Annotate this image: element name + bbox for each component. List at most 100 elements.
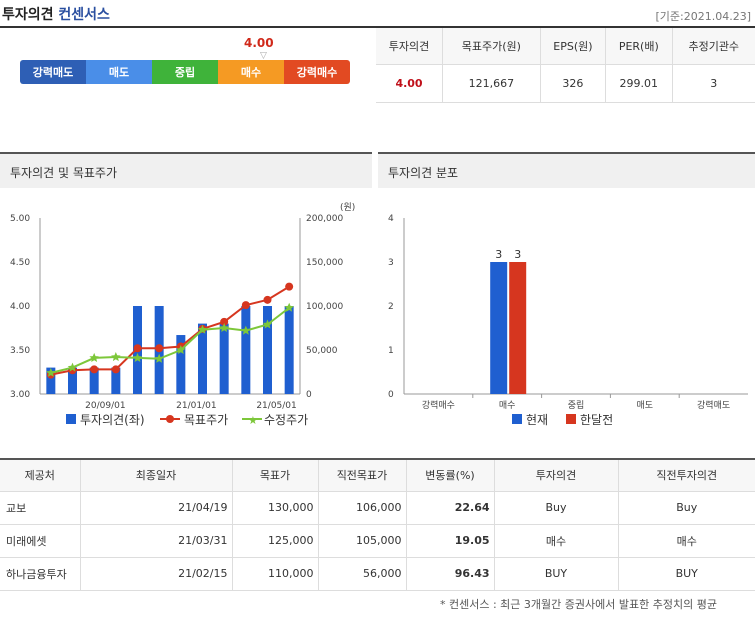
prev-target-price: 105,000 <box>318 524 407 558</box>
y-left-tick-label: 4.00 <box>10 302 30 312</box>
prev-month-bar <box>509 262 527 394</box>
opinion-scale: 4.00 ▽ 강력매도 매도 중립 매수 강력매수 <box>20 36 350 86</box>
summary-header: EPS(원) <box>540 28 607 65</box>
col-header: 목표가 <box>232 459 319 492</box>
opinion-bar <box>89 367 99 394</box>
legend-swatch-opinion <box>66 414 76 424</box>
adjusted-price-point <box>111 352 121 362</box>
change-rate: 22.64 <box>406 491 495 525</box>
target-price-point <box>133 344 142 353</box>
target-price: 125,000 <box>232 524 319 558</box>
scale-buy: 매수 <box>218 60 284 84</box>
target-price-point <box>90 365 99 374</box>
data-label: 3 <box>495 248 502 261</box>
y-right-tick-label: 100,000 <box>306 302 343 312</box>
opinion-target-chart: 5.00 4.50 4.00 3.50 3.00 (원)200,000 150,000 100… <box>10 202 355 427</box>
y-left-tick-label: 5.00 <box>10 214 30 224</box>
panel-title: 투자의견 분포 <box>388 166 459 180</box>
x-tick-label: 매도 <box>637 400 654 411</box>
opinion-bar <box>68 367 77 394</box>
opinion: Buy <box>494 491 619 525</box>
provider-name: 미래에셋 <box>0 524 81 558</box>
prev-target-price: 56,000 <box>318 557 407 591</box>
panel-title: 투자의견 및 목표주가 <box>10 166 117 180</box>
col-header: 직전투자의견 <box>618 459 755 492</box>
y-tick-label: 0 <box>388 390 394 400</box>
target-price-point <box>155 344 164 353</box>
provider-name: 하나금융투자 <box>0 557 81 591</box>
last-date: 21/02/15 <box>80 557 233 591</box>
target-price: 110,000 <box>232 557 319 591</box>
adjusted-price-point <box>154 353 164 363</box>
scale-strong-buy: 강력매수 <box>284 60 350 84</box>
x-tick-label: 20/09/01 <box>85 401 125 411</box>
provider-table: 제공처 최종일자 목표가 직전목표가 변동률(%) 투자의견 직전투자의견 교보… <box>0 458 755 591</box>
legend-marker-target <box>166 415 174 423</box>
chart-area: 4 3 2 1 0 강력매수 매수 3 3 중립 매도 강력매도 현재 한달전 <box>378 188 755 440</box>
scale-sell: 매도 <box>86 60 152 84</box>
footnote: * 컨센서스 : 최근 3개월간 증권사에서 발표한 추정치의 평균 <box>440 598 717 611</box>
summary-target-price: 121,667 <box>442 64 541 103</box>
y-right-tick-label: 200,000 <box>306 214 343 224</box>
opinion-bar <box>219 323 229 394</box>
summary-header: 추정기관수 <box>672 28 755 65</box>
opinion-bar <box>241 306 251 394</box>
adjusted-price-point <box>197 324 208 334</box>
col-header: 변동률(%) <box>406 459 495 492</box>
provider-name: 교보 <box>0 491 81 525</box>
prev-opinion: 매수 <box>618 524 755 558</box>
opinion-bar <box>198 323 207 394</box>
legend-label-current: 현재 <box>526 413 548 427</box>
y-right-tick-label: 50,000 <box>306 346 338 356</box>
col-header: 직전목표가 <box>318 459 407 492</box>
scale-neutral: 중립 <box>152 60 218 84</box>
legend-label-prev-month: 한달전 <box>580 413 613 427</box>
prev-opinion: BUY <box>618 557 755 591</box>
y-right-unit-label: (원) <box>340 202 355 213</box>
opinion-value: 4.00 <box>244 36 274 50</box>
target-price-point <box>111 365 120 374</box>
adjusted-price-point <box>219 323 229 332</box>
legend-swatch-current <box>512 414 522 424</box>
prev-target-price: 106,000 <box>318 491 407 525</box>
scale-strong-sell: 강력매도 <box>20 60 86 84</box>
legend-marker-adjusted: ★ <box>248 414 258 427</box>
last-date: 21/04/19 <box>80 491 233 525</box>
y-left-tick-label: 3.50 <box>10 346 30 356</box>
y-right-tick-label: 150,000 <box>306 258 343 268</box>
x-tick-label: 강력매수 <box>422 399 455 411</box>
target-price-point <box>285 282 294 291</box>
chart-area: 5.00 4.50 4.00 3.50 3.00 (원) 200,000 150,000 100… <box>0 188 372 440</box>
section-header: 투자의견 컨센서스 [기준:2021.04.23] <box>0 0 755 28</box>
change-rate: 19.05 <box>406 524 495 558</box>
adjusted-price-point <box>89 352 99 362</box>
y-tick-label: 4 <box>388 214 394 224</box>
y-tick-label: 2 <box>388 302 394 312</box>
adjusted-price-line <box>50 306 290 374</box>
title-main: 투자의견 <box>2 7 54 23</box>
prev-opinion: Buy <box>618 491 755 525</box>
summary-opinion: 4.00 <box>376 64 444 103</box>
table-row: 하나금융투자 21/02/15 110,000 56,000 96.43 BUY BUY <box>0 557 755 591</box>
summary-header: PER(배) <box>605 28 673 65</box>
legend-label-adjusted: 수정주가 <box>264 413 308 427</box>
data-label: 3 <box>514 248 521 261</box>
legend-swatch-prev-month <box>566 414 576 424</box>
y-left-tick-label: 3.00 <box>10 390 30 400</box>
summary-table: 투자의견 목표주가(원) EPS(원) PER(배) 추정기관수 4.00 12… <box>376 28 755 103</box>
x-tick-label: 21/05/01 <box>256 401 296 411</box>
last-date: 21/03/31 <box>80 524 233 558</box>
caret-down-icon: ▽ <box>260 51 267 61</box>
opinion-bar: 강력매도 매도 중립 매수 강력매수 <box>20 60 350 84</box>
col-header: 제공처 <box>0 459 81 492</box>
opinion-bar <box>263 306 272 394</box>
opinion-bar <box>284 306 294 394</box>
target-price: 130,000 <box>232 491 319 525</box>
panel-opinion-target: 투자의견 및 목표주가 5.00 4.50 4.00 3.50 3.00 (원) 200,0… <box>0 152 372 440</box>
adjusted-price-point <box>262 319 273 329</box>
col-header: 최종일자 <box>80 459 233 492</box>
summary-org-count: 3 <box>672 64 755 103</box>
adjusted-price-point <box>67 362 78 372</box>
adjusted-price-point <box>46 367 56 377</box>
